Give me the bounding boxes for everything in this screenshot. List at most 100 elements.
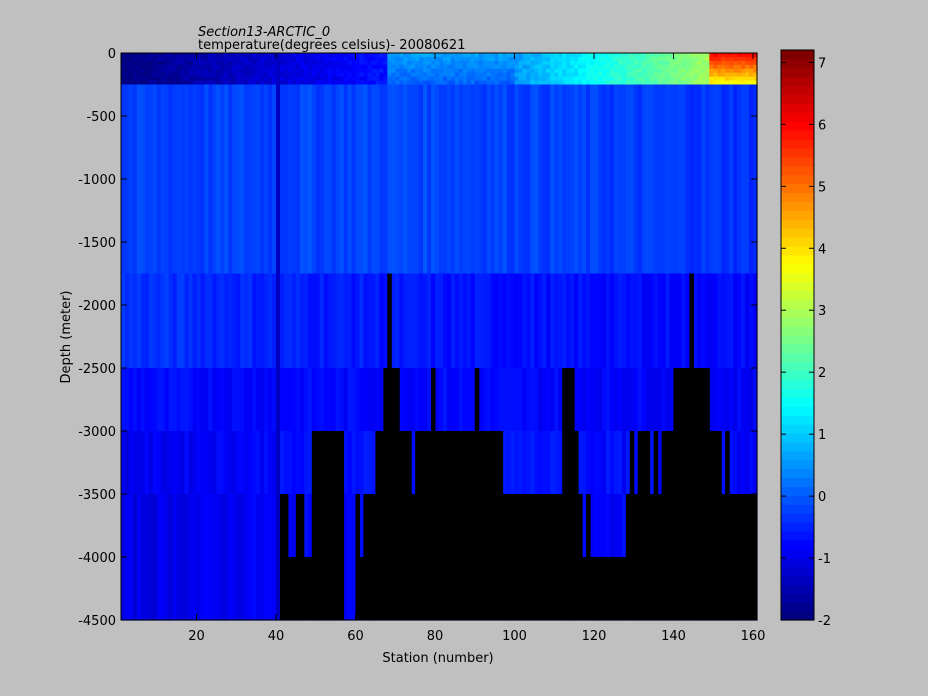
heatmap-cell [669, 53, 675, 58]
heatmap-cell [323, 56, 329, 62]
heatmap-cell [299, 53, 305, 58]
heatmap-cell [228, 72, 233, 78]
heatmap-cell [665, 76, 671, 82]
heatmap-cell [661, 56, 667, 62]
heatmap-cell [176, 53, 182, 58]
heatmap-cell [311, 53, 317, 58]
heatmap-cell [613, 64, 619, 70]
heatmap-cell [685, 68, 691, 74]
heatmap-cell [518, 53, 524, 58]
heatmap-cell [431, 72, 436, 78]
heatmap-cell [132, 56, 138, 62]
heatmap-cell [128, 56, 134, 62]
heatmap-cell [180, 60, 186, 66]
heatmap-cell [260, 68, 265, 74]
heatmap-cell [327, 80, 333, 86]
heatmap-cell [391, 68, 396, 74]
heatmap-cell [681, 64, 687, 70]
heatmap-cell [256, 72, 261, 78]
heatmap-cell [601, 56, 607, 62]
heatmap-cell [347, 76, 353, 82]
heatmap-cell [470, 53, 476, 58]
heatmap-cell [335, 53, 341, 58]
heatmap-cell [295, 368, 301, 432]
heatmap-cell [685, 56, 691, 62]
heatmap-cell [721, 80, 726, 86]
heatmap-cell [256, 60, 261, 66]
heatmap-cell [494, 368, 500, 432]
heatmap-cell [216, 76, 221, 82]
heatmap-cell [140, 368, 146, 432]
heatmap-cell [685, 84, 691, 275]
heatmap-cell [554, 84, 559, 275]
seafloor-segment [299, 494, 305, 620]
heatmap-cell [446, 80, 452, 86]
heatmap-cell [526, 431, 532, 495]
heatmap-cell [435, 56, 440, 62]
heatmap-cell [343, 64, 349, 70]
y-axis-label: Depth (meter) [59, 291, 74, 384]
heatmap-cell [351, 84, 357, 275]
heatmap-cell [156, 431, 162, 495]
heatmap-cell [502, 68, 508, 74]
heatmap-cell [518, 72, 524, 78]
heatmap-cell [140, 273, 146, 369]
heatmap-cell [423, 76, 428, 82]
heatmap-cell [128, 60, 134, 66]
heatmap-cell [677, 76, 683, 82]
heatmap-cell [474, 72, 480, 78]
heatmap-cell [343, 431, 349, 495]
heatmap-cell [323, 76, 329, 82]
heatmap-cell [673, 56, 679, 62]
heatmap-cell [578, 56, 583, 62]
colorbar-segment [781, 237, 814, 247]
heatmap-cell [423, 60, 428, 66]
heatmap-cell [176, 64, 182, 70]
heatmap-cell [168, 431, 174, 495]
heatmap-cell [188, 494, 194, 621]
heatmap-cell [435, 60, 440, 66]
heatmap-cell [415, 68, 420, 74]
heatmap-cell [538, 80, 543, 86]
heatmap-cell [542, 431, 547, 495]
heatmap-cell [546, 72, 551, 78]
heatmap-cell [283, 64, 289, 70]
heatmap-cell [128, 368, 134, 432]
heatmap-cell [502, 80, 508, 86]
heatmap-cell [335, 76, 341, 82]
y-axis: 0-500-1000-1500-2000-2500-3000-3500-4000… [78, 47, 757, 629]
heatmap-cell [419, 64, 424, 70]
heatmap-cell [184, 494, 190, 621]
heatmap-cell [164, 84, 170, 275]
heatmap-cell [649, 72, 655, 78]
heatmap-cell [498, 60, 504, 66]
heatmap-cell [395, 273, 400, 369]
heatmap-cell [554, 68, 559, 74]
heatmap-cell [661, 76, 667, 82]
heatmap-cell [375, 84, 380, 275]
heatmap-cell [395, 80, 400, 86]
heatmap-cell [156, 84, 162, 275]
heatmap-cell [407, 56, 412, 62]
heatmap-cell [605, 273, 611, 369]
colorbar-segment [781, 557, 814, 568]
seafloor-segment [407, 431, 412, 620]
colorbar-segment [781, 415, 814, 425]
heatmap-cell [482, 53, 488, 58]
heatmap-cell [486, 60, 492, 66]
heatmap-cell [621, 68, 627, 74]
heatmap-cell [295, 56, 301, 62]
heatmap-cell [550, 76, 555, 82]
heatmap-cell [673, 68, 679, 74]
heatmap-cell [737, 53, 742, 58]
heatmap-cell [303, 76, 309, 82]
heatmap-cell [347, 80, 353, 86]
heatmap-cell [391, 80, 396, 86]
heatmap-cell [578, 60, 583, 66]
heatmap-cell [208, 431, 214, 495]
heatmap-cell [160, 494, 166, 621]
heatmap-cell [188, 431, 194, 495]
plot-frame [120, 52, 758, 621]
x-tick-label: 60 [347, 629, 364, 644]
heatmap-cell [737, 60, 742, 66]
